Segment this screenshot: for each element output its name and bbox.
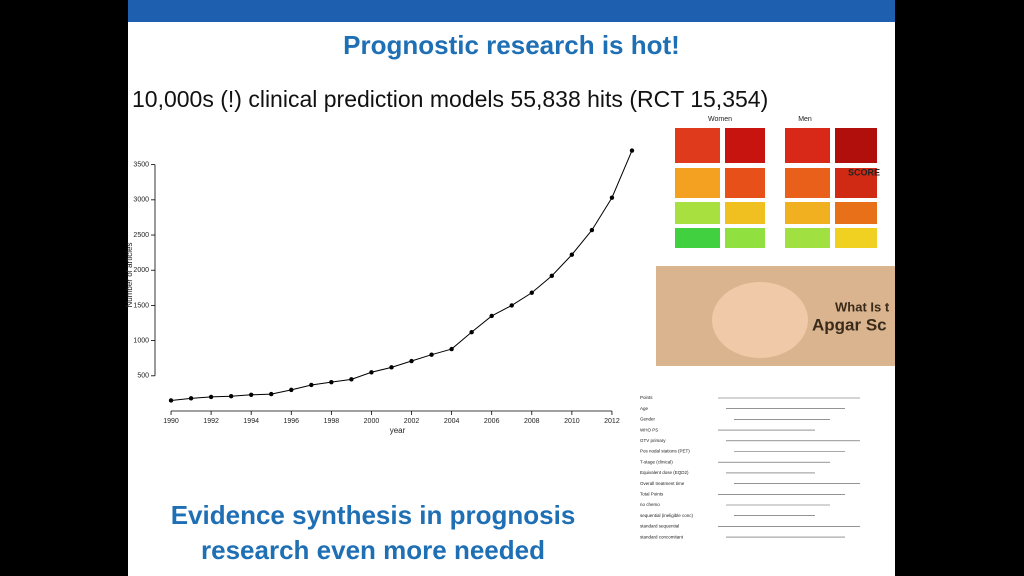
nomogram-label: T-stage (clinical) — [640, 459, 673, 464]
x-tick-label: 2012 — [604, 418, 620, 425]
data-point — [529, 290, 534, 295]
data-point — [269, 391, 274, 397]
data-point — [329, 379, 334, 385]
x-axis-label: year — [390, 426, 406, 435]
data-point — [228, 394, 234, 399]
photo-face — [712, 282, 808, 358]
nomogram-label: Pos nodal stations (PET) — [640, 449, 690, 454]
score-label: SCORE — [848, 167, 880, 177]
x-tick-label: 1996 — [283, 418, 299, 425]
score-label: Men — [798, 116, 812, 123]
nomogram-label: standard sequential — [640, 524, 679, 529]
x-tick-label: 2008 — [524, 418, 540, 425]
x-tick-label: 1998 — [324, 418, 340, 425]
data-point — [469, 329, 474, 335]
data-point — [289, 387, 294, 393]
y-tick-label: 2000 — [133, 267, 149, 274]
y-tick-label: 1500 — [133, 302, 149, 309]
nomogram-label: Points — [640, 395, 653, 400]
nomogram-label: standard concomitant — [640, 534, 684, 539]
y-tick-label: 1000 — [133, 337, 149, 344]
data-point — [629, 148, 635, 153]
score-label: Women — [708, 116, 732, 123]
y-tick-label: 3500 — [133, 161, 149, 168]
y-tick-label: 2500 — [133, 232, 149, 239]
data-point — [409, 358, 414, 364]
photo-text: Apgar Sc — [812, 315, 887, 334]
top-bar — [128, 0, 895, 22]
data-point — [208, 394, 214, 400]
data-point — [549, 273, 555, 279]
subtitle: 10,000s (!) clinical prediction models 5… — [132, 86, 769, 112]
x-tick-label: 2004 — [444, 418, 460, 425]
data-point — [589, 227, 595, 233]
footer-line: Evidence synthesis in prognosis — [170, 500, 576, 530]
y-tick-label: 500 — [137, 373, 149, 380]
y-tick-label: 3000 — [133, 197, 149, 204]
x-tick-label: 1992 — [203, 418, 219, 425]
x-tick-label: 2000 — [364, 418, 380, 425]
data-point — [349, 377, 354, 382]
nomogram-label: GTV primary — [640, 438, 666, 443]
data-point — [369, 370, 374, 375]
data-point — [449, 346, 454, 352]
nomogram-label: Total Points — [640, 491, 664, 496]
footer-line: research even more needed — [201, 535, 545, 565]
x-tick-label: 2010 — [564, 418, 580, 425]
x-tick-label: 1990 — [163, 418, 179, 425]
nomogram-label: Age — [640, 406, 649, 411]
data-point — [188, 396, 194, 401]
data-point — [389, 365, 394, 370]
nomogram-label: Overall treatment time — [640, 481, 685, 486]
x-tick-label: 2006 — [484, 418, 500, 425]
data-point — [609, 195, 615, 200]
x-tick-label: 2002 — [404, 418, 420, 425]
nomogram-label: Equivalent dose (EQD2) — [640, 470, 689, 475]
data-point — [489, 313, 494, 319]
slide-title: Prognostic research is hot! — [343, 30, 680, 60]
data-point — [569, 252, 575, 257]
photo-text: What Is t — [835, 299, 890, 314]
nomogram-label: no chemo — [640, 502, 660, 507]
data-point — [509, 303, 514, 308]
nomogram-label: sequential (ineligible conc) — [640, 513, 694, 518]
data-line — [170, 150, 633, 401]
x-tick-label: 1994 — [243, 418, 259, 425]
data-point — [168, 398, 174, 403]
y-axis-label: Number of articles — [125, 243, 134, 308]
data-point — [429, 352, 434, 357]
nomogram-label: Gender — [640, 417, 656, 422]
nomogram-label: WHO PS — [640, 427, 658, 432]
score-grid — [675, 128, 877, 248]
data-point — [248, 392, 254, 398]
data-point — [309, 382, 314, 388]
